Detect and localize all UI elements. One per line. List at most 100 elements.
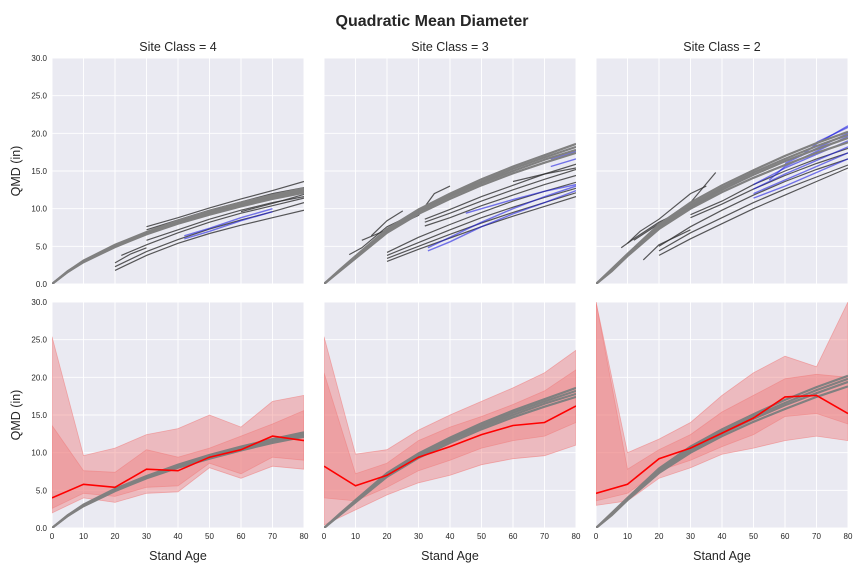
x-tick-label: 10 (623, 532, 632, 541)
gridlines (51, 57, 305, 285)
observed-line (658, 164, 848, 252)
observed-alt-line (753, 146, 848, 190)
gridlines (51, 301, 305, 529)
plot-marks (324, 142, 576, 284)
plot-marks (596, 302, 848, 528)
x-tick-label: 70 (812, 532, 821, 541)
x-axis-label: Stand Age (693, 549, 751, 563)
observed-alt-line (184, 211, 273, 240)
x-tick-label: 30 (414, 532, 423, 541)
y-tick-label: 25.0 (31, 92, 47, 101)
y-axis-label: QMD (in) (9, 146, 23, 197)
panels: Site Class = 4 0.0 5.0 10.0 15.0 20.0 25.0 30.0… (9, 40, 853, 563)
observed-line (361, 185, 451, 241)
observed-alt-line (427, 189, 576, 252)
mean-line (596, 394, 848, 495)
x-tick-label: 30 (686, 532, 695, 541)
x-tick-label: 40 (718, 532, 727, 541)
x-tick-label: 50 (477, 532, 486, 541)
y-tick-label: 15.0 (31, 411, 47, 420)
panel-title: Site Class = 3 (411, 40, 489, 54)
y-tick-label: 5.0 (36, 486, 48, 495)
x-tick-label: 40 (174, 532, 183, 541)
y-tick-label: 20.0 (31, 129, 47, 138)
observed-line (658, 158, 848, 247)
x-tick-label: 80 (300, 532, 309, 541)
y-tick-label: 0.0 (36, 524, 48, 533)
model-curve (324, 142, 576, 284)
plot-marks (324, 336, 576, 528)
observed-alt-line (427, 185, 576, 249)
observed-alt-line (465, 183, 576, 214)
x-tick-label: 0 (50, 532, 55, 541)
x-tick-label: 60 (237, 532, 246, 541)
y-tick-label: 25.0 (31, 336, 47, 345)
observed-alt-line (816, 126, 848, 144)
panel-3: Site Class = 2 (595, 40, 849, 285)
outer-band (596, 302, 848, 506)
panel-6: 0 10 20 30 40 50 60 70 80 Stand Age (594, 301, 853, 563)
x-tick-label: 10 (351, 532, 360, 541)
plot-marks (596, 125, 848, 284)
model-curve (52, 187, 304, 284)
observed-alt-line (753, 158, 848, 199)
panel-5: 0 10 20 30 40 50 60 70 80 Stand Age (322, 301, 581, 563)
x-axis-label: Stand Age (149, 549, 207, 563)
observed-line (424, 163, 576, 220)
y-tick-label: 15.0 (31, 167, 47, 176)
x-tick-label: 30 (142, 532, 151, 541)
mean-line (324, 405, 576, 487)
x-axis-label: Stand Age (421, 549, 479, 563)
y-tick-label: 5.0 (36, 242, 48, 251)
observed-alt-line (550, 158, 576, 168)
observed-line (114, 247, 147, 264)
model-curve (324, 386, 576, 528)
x-tick-label: 70 (268, 532, 277, 541)
y-axis-label: QMD (in) (9, 390, 23, 441)
x-tick-label: 0 (594, 532, 599, 541)
panel-title: Site Class = 4 (139, 40, 217, 54)
x-tick-label: 60 (781, 532, 790, 541)
outer-band (52, 336, 304, 514)
inner-band (52, 410, 304, 509)
observed-alt-line (550, 150, 576, 160)
observed-line (240, 193, 304, 213)
panel-4: 0.0 5.0 10.0 15.0 20.0 25.0 30.0 QMD (in) 0 10 20 3… (9, 298, 309, 563)
y-tick-label: 30.0 (31, 298, 47, 307)
x-tick-label: 40 (446, 532, 455, 541)
y-tick-label: 0.0 (36, 280, 48, 289)
model-curve (596, 374, 848, 528)
observed-line (690, 147, 848, 216)
panel-1: Site Class = 4 0.0 5.0 10.0 15.0 20.0 25.0 30.0… (9, 40, 305, 289)
y-tick-label: 30.0 (31, 54, 47, 63)
observed-line (424, 174, 576, 227)
model-curve (596, 130, 848, 284)
panel-2: Site Class = 3 (323, 40, 577, 285)
observed-line (512, 167, 576, 183)
x-tick-label: 50 (205, 532, 214, 541)
y-tick-label: 20.0 (31, 373, 47, 382)
observed-line (658, 167, 848, 256)
observed-line (370, 210, 404, 237)
y-tick-label: 10.0 (31, 205, 47, 214)
observed-line (627, 185, 707, 244)
observed-alt-line (753, 152, 848, 195)
x-tick-label: 60 (509, 532, 518, 541)
x-tick-label: 20 (383, 532, 392, 541)
panel-title: Site Class = 2 (683, 40, 761, 54)
observed-line (146, 180, 304, 228)
observed-line (642, 229, 691, 261)
x-tick-label: 0 (322, 532, 327, 541)
inner-band (324, 369, 576, 502)
x-tick-label: 80 (572, 532, 581, 541)
y-tick-label: 10.0 (31, 449, 47, 458)
observed-line (424, 168, 576, 223)
plot-marks (52, 180, 304, 284)
x-tick-label: 50 (749, 532, 758, 541)
x-tick-label: 20 (655, 532, 664, 541)
observed-line (121, 197, 304, 256)
x-tick-label: 80 (844, 532, 853, 541)
mean-line (52, 435, 304, 499)
x-tick-label: 10 (79, 532, 88, 541)
